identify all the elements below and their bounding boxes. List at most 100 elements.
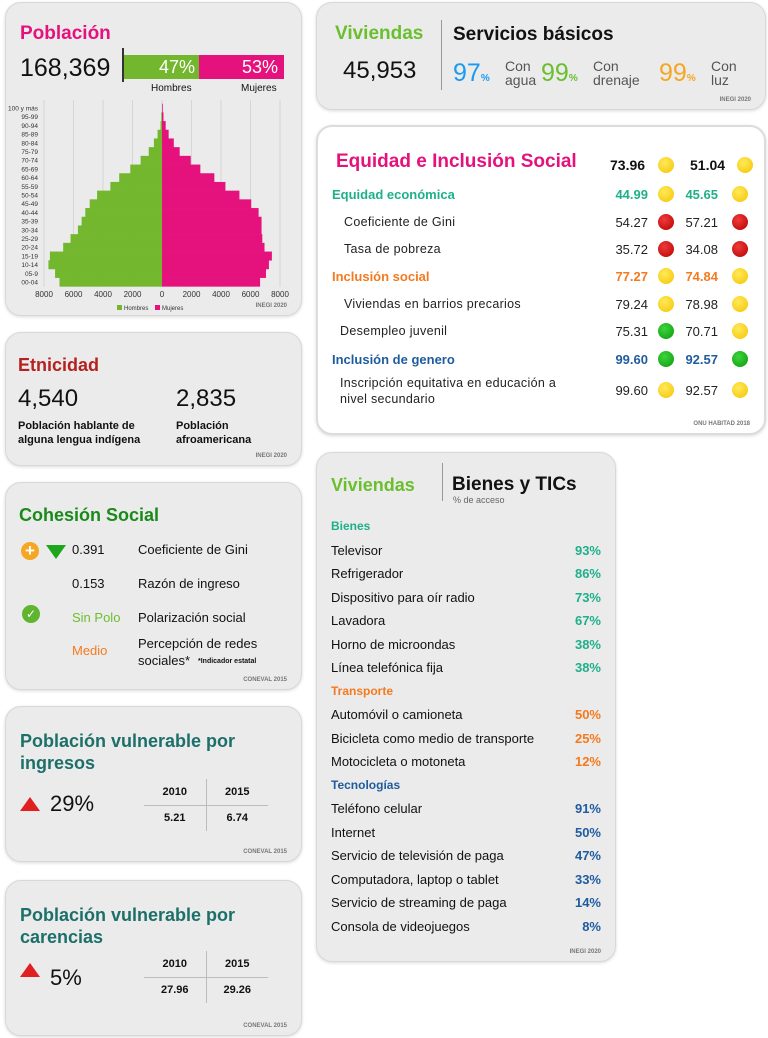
x-tick-label: 4000 [94, 290, 112, 299]
indigena-value: 4,540 [18, 385, 79, 412]
access-row: Lavadora 67% [331, 613, 601, 629]
x-tick-label: 2000 [124, 290, 142, 299]
hombres-bar: 47% [124, 55, 199, 79]
legend-hombres: Hombres [124, 306, 148, 312]
bar-hombres [85, 208, 162, 218]
access-row: Computadora, laptop o tablet 33% [331, 872, 601, 888]
bar-hombres [148, 147, 162, 157]
equidad-total-b: 51.04 [690, 157, 726, 173]
access-pct: 38% [574, 660, 601, 675]
status-dot-icon [732, 382, 748, 398]
indicator-label: Equidad económica [332, 187, 455, 202]
y-tick-label: 80-84 [21, 140, 38, 147]
y-tick-label: 30-34 [21, 227, 38, 234]
vulnerable-ingresos-card: Población vulnerable por ingresos 29% 20… [5, 706, 302, 862]
servicio-item: 99% Con luz [659, 59, 737, 88]
year-2015: 2015 [206, 951, 268, 978]
equidad-total-a: 73.96 [610, 157, 646, 173]
section-heading: Bienes [331, 519, 371, 533]
bar-mujeres [162, 225, 262, 235]
indigena-label-1: Población hablante de [18, 420, 135, 432]
servicio-pct: % [686, 73, 696, 84]
indicator-label: Coeficiente de Gini [344, 215, 456, 229]
access-row: Internet 50% [331, 825, 601, 841]
y-tick-label: 100 y más [8, 106, 39, 113]
redes-note: *Indicador estatal [198, 658, 257, 665]
cohesion-card: Cohesión Social + 0.391 Coeficiente de G… [5, 482, 302, 690]
x-tick-label: 8000 [35, 290, 53, 299]
triangle-up-icon [20, 963, 40, 977]
vulnerable-carencias-card: Población vulnerable por carencias 5% 20… [5, 880, 302, 1036]
y-tick-label: 40-44 [21, 210, 38, 217]
legend-swatch-hombres [117, 305, 122, 310]
bar-hombres [59, 277, 162, 287]
value-b: 74.84 [685, 269, 718, 284]
servicio-label: luz [711, 72, 729, 88]
access-row: Servicio de streaming de paga 14% [331, 895, 601, 911]
status-dot-icon [732, 214, 748, 230]
x-tick-label: 2000 [183, 290, 201, 299]
viviendas-source: INEGI 2020 [719, 97, 751, 103]
indicator-row: Tasa de pobreza [344, 242, 441, 256]
status-dot-icon [658, 323, 674, 339]
gini-label: Coeficiente de Gini [138, 542, 248, 557]
access-row: Refrigerador 86% [331, 566, 601, 582]
bar-hombres [81, 216, 162, 226]
indicator-label: Viviendas en barrios precarios [344, 297, 521, 311]
etnicidad-card: Etnicidad 4,540 Población hablante de al… [5, 332, 302, 466]
bienes-subtitle: % de acceso [453, 495, 505, 505]
access-pct: 14% [574, 895, 601, 910]
servicio-label: agua [505, 72, 537, 88]
year-2010: 2010 [144, 951, 207, 978]
bar-hombres [97, 190, 162, 200]
bar-hombres [77, 225, 162, 235]
access-row: Línea telefónica fija 38% [331, 660, 601, 676]
value-a: 79.24 [615, 297, 648, 312]
value-2010: 5.21 [144, 805, 207, 831]
y-tick-label: 50-54 [21, 193, 38, 200]
access-pct: 12% [574, 754, 601, 769]
afro-value: 2,835 [176, 385, 237, 412]
access-label: Computadora, laptop o tablet [331, 871, 499, 887]
bar-hombres [157, 129, 162, 139]
etnicidad-title: Etnicidad [18, 355, 100, 375]
status-dot-yellow-icon [737, 157, 753, 173]
access-row: Consola de videojuegos 8% [331, 919, 601, 935]
vi-title-1: Población vulnerable por [20, 731, 236, 751]
divider [442, 463, 443, 501]
bar-hombres [160, 121, 162, 131]
status-dot-icon [732, 241, 748, 257]
bar-hombres [130, 164, 162, 174]
bienes-left-title: Viviendas [331, 475, 415, 495]
bar-mujeres [162, 121, 166, 131]
bar-mujeres [162, 164, 201, 174]
hombres-pct: 47% [158, 57, 195, 77]
status-dot-yellow-icon [658, 157, 674, 173]
bar-hombres [55, 268, 162, 278]
y-tick-label: 55-59 [21, 184, 38, 191]
y-tick-label: 20-24 [21, 245, 38, 252]
value-b: 78.98 [685, 297, 718, 312]
y-tick-label: 65-69 [21, 166, 38, 173]
servicios-title: Servicios básicos [453, 24, 614, 45]
value-a: 44.99 [615, 187, 648, 202]
y-tick-label: 00-04 [21, 280, 38, 287]
bar-mujeres [162, 260, 269, 270]
bar-mujeres [162, 147, 180, 157]
value-b: 92.57 [685, 383, 718, 398]
value-a: 75.31 [615, 324, 648, 339]
indicator-group-row: Equidad económica [332, 187, 455, 202]
servicio-label: drenaje [593, 72, 640, 88]
bar-mujeres [162, 199, 252, 209]
servicio-pct: % [568, 73, 578, 84]
bar-hombres [140, 155, 162, 165]
bienes-source: INEGI 2020 [569, 949, 601, 955]
y-tick-label: 25-29 [21, 236, 38, 243]
bar-hombres [48, 260, 162, 270]
vi-title-2: ingresos [20, 753, 96, 773]
access-pct: 8% [582, 918, 601, 934]
y-tick-label: 35-39 [21, 219, 38, 226]
bar-hombres [161, 112, 162, 122]
access-label: Lavadora [331, 613, 386, 628]
bar-mujeres [162, 251, 272, 261]
